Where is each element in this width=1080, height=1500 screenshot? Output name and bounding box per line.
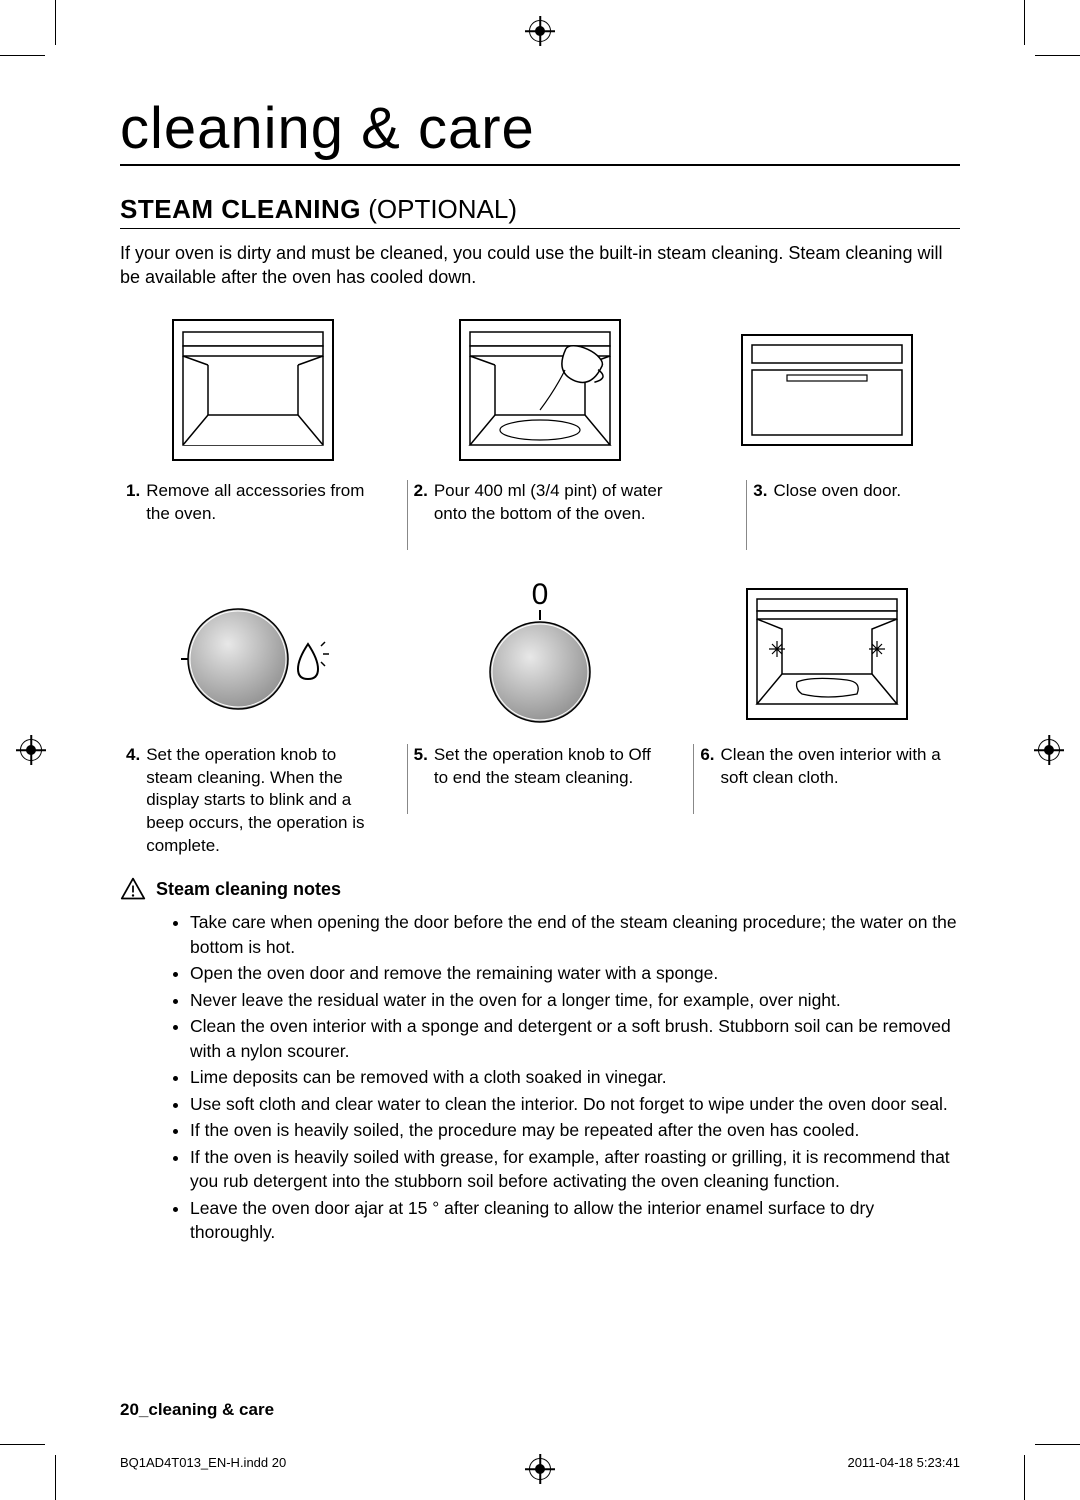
- step-number: 5.: [414, 744, 428, 814]
- crop-mark: [0, 1444, 45, 1445]
- step-number: 2.: [414, 480, 428, 550]
- notes-list: Take care when opening the door before t…: [120, 910, 960, 1245]
- note-item: Open the oven door and remove the remain…: [190, 961, 960, 986]
- note-item: Take care when opening the door before t…: [190, 910, 960, 959]
- steps-row-1: 1. Remove all accessories from the oven.: [120, 310, 960, 550]
- chapter-title: cleaning & care: [120, 95, 960, 166]
- knob-off-icon: 0: [440, 574, 640, 734]
- step-caption: 4. Set the operation knob to steam clean…: [120, 744, 387, 859]
- step-text: Remove all accessories from the oven.: [146, 480, 380, 550]
- reg-mark-top: [529, 20, 551, 42]
- crop-mark: [0, 55, 45, 56]
- oven-empty-icon: [153, 310, 353, 470]
- knob-zero-label: 0: [532, 578, 549, 611]
- crop-mark: [1035, 55, 1080, 56]
- section-title-light: (OPTIONAL): [361, 194, 517, 224]
- crop-mark: [55, 0, 56, 45]
- section-title-bold: STEAM CLEANING: [120, 194, 361, 224]
- note-item: If the oven is heavily soiled with greas…: [190, 1145, 960, 1194]
- indd-file: BQ1AD4T013_EN-H.indd 20: [120, 1455, 286, 1470]
- notes-title: Steam cleaning notes: [156, 879, 341, 900]
- step-text: Close oven door.: [773, 480, 901, 550]
- step-caption: 6. Clean the oven interior with a soft c…: [693, 744, 960, 814]
- crop-mark: [1035, 1444, 1080, 1445]
- oven-clean-sparkle-icon: [727, 574, 927, 734]
- intro-text: If your oven is dirty and must be cleane…: [120, 241, 960, 290]
- step-2: 2. Pour 400 ml (3/4 pint) of water onto …: [407, 310, 674, 550]
- oven-pour-water-icon: [440, 310, 640, 470]
- step-caption: 1. Remove all accessories from the oven.: [120, 480, 387, 550]
- note-item: Clean the oven interior with a sponge an…: [190, 1014, 960, 1063]
- step-text: Pour 400 ml (3/4 pint) of water onto the…: [434, 480, 667, 550]
- step-5: 0 5. Set the operation knob to Off to en…: [407, 574, 674, 859]
- step-4: 4. Set the operation knob to steam clean…: [120, 574, 387, 859]
- step-caption: 2. Pour 400 ml (3/4 pint) of water onto …: [407, 480, 674, 550]
- step-number: 1.: [126, 480, 140, 550]
- page-content: cleaning & care STEAM CLEANING (OPTIONAL…: [120, 95, 960, 1420]
- step-text: Set the operation knob to steam cleaning…: [146, 744, 380, 859]
- note-item: Lime deposits can be removed with a clot…: [190, 1065, 960, 1090]
- step-number: 6.: [700, 744, 714, 814]
- page-footer: 20_cleaning & care: [120, 1400, 274, 1420]
- step-text: Set the operation knob to Off to end the…: [434, 744, 667, 814]
- crop-mark: [55, 1455, 56, 1500]
- section-title: STEAM CLEANING (OPTIONAL): [120, 194, 960, 229]
- step-caption: 5. Set the operation knob to Off to end …: [407, 744, 674, 814]
- indd-timestamp: 2011-04-18 5:23:41: [847, 1455, 960, 1470]
- knob-steam-icon: [153, 574, 353, 734]
- crop-mark: [1024, 1455, 1025, 1500]
- indesign-slug: BQ1AD4T013_EN-H.indd 20 2011-04-18 5:23:…: [120, 1455, 960, 1470]
- step-number: 4.: [126, 744, 140, 859]
- oven-closed-icon: [727, 310, 927, 470]
- step-text: Clean the oven interior with a soft clea…: [721, 744, 954, 814]
- note-item: Use soft cloth and clear water to clean …: [190, 1092, 960, 1117]
- crop-mark: [1024, 0, 1025, 45]
- note-item: If the oven is heavily soiled, the proce…: [190, 1118, 960, 1143]
- step-3: 3. Close oven door.: [693, 310, 960, 550]
- reg-mark-left: [20, 739, 42, 761]
- step-number: 3.: [753, 480, 767, 550]
- step-6: 6. Clean the oven interior with a soft c…: [693, 574, 960, 859]
- step-caption: 3. Close oven door.: [746, 480, 907, 550]
- step-1: 1. Remove all accessories from the oven.: [120, 310, 387, 550]
- notes-heading: Steam cleaning notes: [120, 876, 960, 902]
- note-item: Leave the oven door ajar at 15 ° after c…: [190, 1196, 960, 1245]
- reg-mark-right: [1038, 739, 1060, 761]
- notes-block: Steam cleaning notes Take care when open…: [120, 876, 960, 1245]
- steps-row-2: 4. Set the operation knob to steam clean…: [120, 574, 960, 859]
- warning-triangle-icon: [120, 876, 146, 902]
- note-item: Never leave the residual water in the ov…: [190, 988, 960, 1013]
